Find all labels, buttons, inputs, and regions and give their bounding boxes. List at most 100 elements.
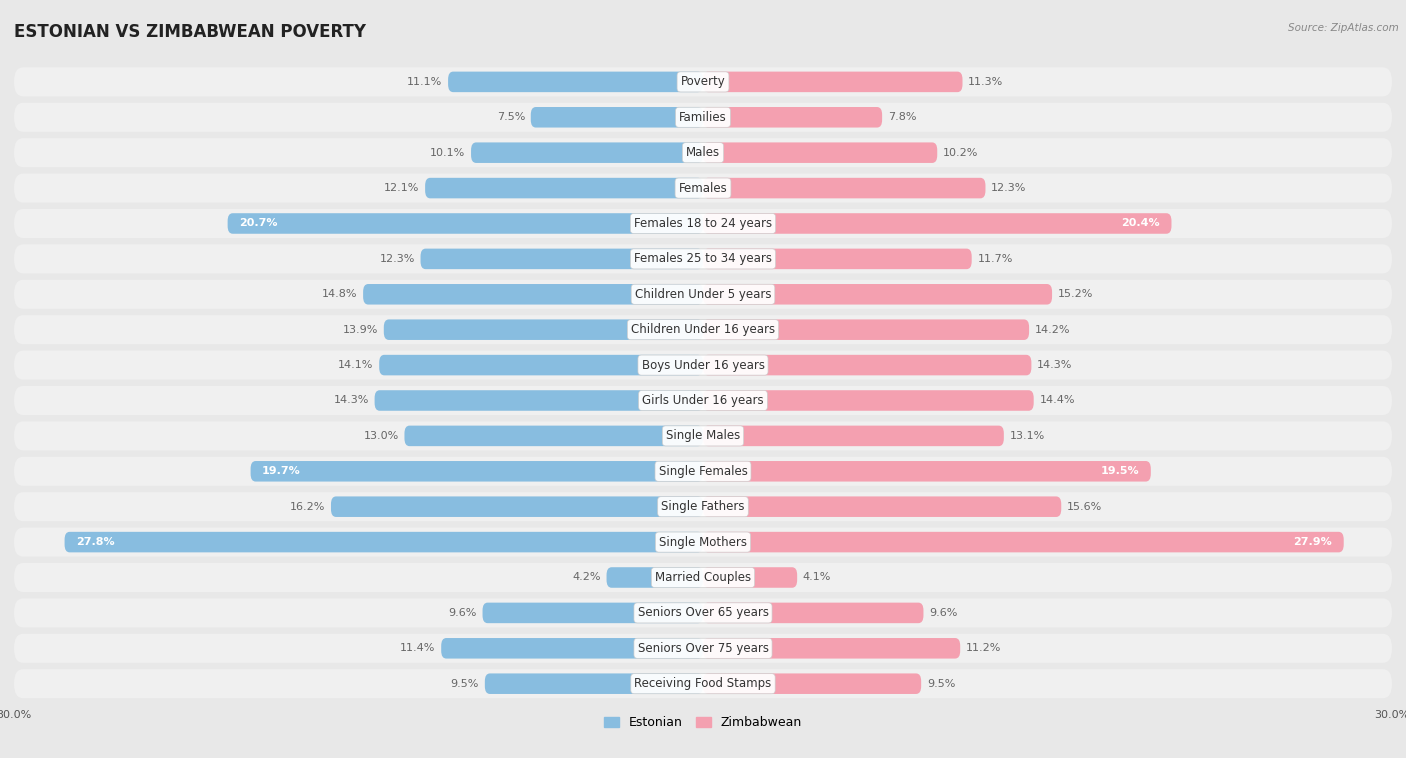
Text: 12.1%: 12.1% [384,183,419,193]
Text: 14.8%: 14.8% [322,290,357,299]
FancyBboxPatch shape [14,280,1392,309]
FancyBboxPatch shape [14,103,1392,132]
FancyBboxPatch shape [420,249,703,269]
Text: 14.3%: 14.3% [333,396,368,406]
Text: 13.9%: 13.9% [343,324,378,335]
FancyBboxPatch shape [703,673,921,694]
Text: Poverty: Poverty [681,75,725,89]
Text: 19.7%: 19.7% [262,466,301,476]
FancyBboxPatch shape [449,71,703,92]
Text: 11.1%: 11.1% [408,77,443,87]
FancyBboxPatch shape [228,213,703,233]
Text: 15.2%: 15.2% [1057,290,1094,299]
Text: ESTONIAN VS ZIMBABWEAN POVERTY: ESTONIAN VS ZIMBABWEAN POVERTY [14,23,366,41]
FancyBboxPatch shape [703,178,986,199]
FancyBboxPatch shape [363,284,703,305]
Text: 15.6%: 15.6% [1067,502,1102,512]
Text: Seniors Over 65 years: Seniors Over 65 years [637,606,769,619]
Text: Children Under 5 years: Children Under 5 years [634,288,772,301]
Text: 11.2%: 11.2% [966,644,1001,653]
FancyBboxPatch shape [14,351,1392,380]
Text: 9.6%: 9.6% [449,608,477,618]
FancyBboxPatch shape [703,284,1052,305]
Text: Males: Males [686,146,720,159]
FancyBboxPatch shape [14,67,1392,96]
Text: 4.1%: 4.1% [803,572,831,582]
FancyBboxPatch shape [405,426,703,446]
FancyBboxPatch shape [606,567,703,587]
FancyBboxPatch shape [374,390,703,411]
Text: 10.2%: 10.2% [943,148,979,158]
Legend: Estonian, Zimbabwean: Estonian, Zimbabwean [599,711,807,735]
FancyBboxPatch shape [14,563,1392,592]
FancyBboxPatch shape [14,634,1392,662]
Text: 14.4%: 14.4% [1039,396,1076,406]
FancyBboxPatch shape [531,107,703,127]
FancyBboxPatch shape [703,355,1032,375]
FancyBboxPatch shape [14,669,1392,698]
FancyBboxPatch shape [384,319,703,340]
Text: 19.5%: 19.5% [1101,466,1139,476]
Text: 14.2%: 14.2% [1035,324,1070,335]
FancyBboxPatch shape [14,244,1392,274]
Text: 9.5%: 9.5% [927,678,955,689]
Text: 11.7%: 11.7% [977,254,1012,264]
FancyBboxPatch shape [14,138,1392,168]
Text: 16.2%: 16.2% [290,502,325,512]
FancyBboxPatch shape [14,492,1392,522]
FancyBboxPatch shape [14,528,1392,556]
FancyBboxPatch shape [14,598,1392,628]
FancyBboxPatch shape [471,143,703,163]
FancyBboxPatch shape [703,603,924,623]
FancyBboxPatch shape [14,457,1392,486]
Text: 9.6%: 9.6% [929,608,957,618]
FancyBboxPatch shape [14,174,1392,202]
Text: 12.3%: 12.3% [991,183,1026,193]
FancyBboxPatch shape [703,567,797,587]
Text: Single Mothers: Single Mothers [659,536,747,549]
FancyBboxPatch shape [65,532,703,553]
FancyBboxPatch shape [703,319,1029,340]
Text: 13.0%: 13.0% [364,431,399,441]
FancyBboxPatch shape [485,673,703,694]
FancyBboxPatch shape [380,355,703,375]
Text: 9.5%: 9.5% [451,678,479,689]
FancyBboxPatch shape [425,178,703,199]
FancyBboxPatch shape [14,209,1392,238]
Text: 14.3%: 14.3% [1038,360,1073,370]
FancyBboxPatch shape [703,390,1033,411]
Text: Single Males: Single Males [666,429,740,443]
FancyBboxPatch shape [703,213,1171,233]
Text: 20.4%: 20.4% [1122,218,1160,228]
FancyBboxPatch shape [330,496,703,517]
FancyBboxPatch shape [703,461,1152,481]
FancyBboxPatch shape [250,461,703,481]
Text: 7.5%: 7.5% [496,112,524,122]
Text: Boys Under 16 years: Boys Under 16 years [641,359,765,371]
Text: 14.1%: 14.1% [337,360,374,370]
FancyBboxPatch shape [14,386,1392,415]
FancyBboxPatch shape [703,638,960,659]
Text: Married Couples: Married Couples [655,571,751,584]
FancyBboxPatch shape [14,315,1392,344]
Text: Females 25 to 34 years: Females 25 to 34 years [634,252,772,265]
Text: Females: Females [679,182,727,195]
Text: 11.4%: 11.4% [401,644,436,653]
FancyBboxPatch shape [703,107,882,127]
Text: Single Fathers: Single Fathers [661,500,745,513]
FancyBboxPatch shape [703,426,1004,446]
Text: 7.8%: 7.8% [887,112,917,122]
Text: Receiving Food Stamps: Receiving Food Stamps [634,677,772,691]
FancyBboxPatch shape [703,249,972,269]
Text: Seniors Over 75 years: Seniors Over 75 years [637,642,769,655]
Text: 12.3%: 12.3% [380,254,415,264]
Text: 20.7%: 20.7% [239,218,277,228]
Text: Families: Families [679,111,727,124]
FancyBboxPatch shape [703,496,1062,517]
FancyBboxPatch shape [14,421,1392,450]
Text: Single Females: Single Females [658,465,748,478]
Text: Girls Under 16 years: Girls Under 16 years [643,394,763,407]
FancyBboxPatch shape [703,71,963,92]
Text: 27.9%: 27.9% [1294,537,1333,547]
Text: 27.8%: 27.8% [76,537,115,547]
